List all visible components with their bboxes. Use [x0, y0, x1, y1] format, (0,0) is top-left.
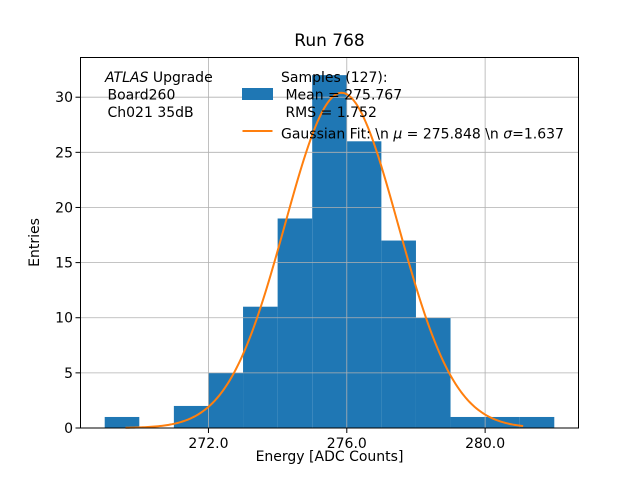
legend: Samples (127): Mean = 275.767 RMS = 1.75… [242, 70, 564, 143]
x-tick-label: 276.0 [327, 436, 367, 452]
legend-samples-title: Samples (127): [281, 70, 388, 86]
annotation-line-3: Ch021 35dB [108, 105, 194, 121]
legend-gaussian-fit-label: Gaussian Fit: \n μ = 275.848 \n σ=1.637 [281, 127, 564, 143]
mu-symbol: μ [392, 127, 402, 143]
corner-annotation: ATLAS Upgrade Board260 Ch021 35dB [104, 70, 213, 121]
histogram-bar [519, 416, 555, 428]
histogram-bar [346, 141, 382, 428]
legend-samples-mean: Mean = 275.767 [281, 88, 402, 104]
histogram-bar [312, 75, 347, 429]
grid-lines-layer [80, 57, 579, 428]
upgrade-text: Upgrade [148, 70, 212, 86]
histogram-bar [450, 416, 486, 428]
histogram-bar [173, 405, 209, 428]
y-tick-label: 30 [55, 90, 73, 106]
y-tick-label: 5 [64, 366, 73, 382]
y-tick-label: 15 [55, 256, 73, 272]
legend-fit-text-part: Gaussian Fit: \n [281, 127, 393, 143]
plot-border [80, 57, 579, 429]
tick-labels-layer: 272.0 276.0 280.0 0 5 10 15 20 25 30 [55, 90, 505, 452]
annotation-line-2: Board260 [108, 88, 176, 104]
y-tick-label: 10 [55, 311, 73, 327]
sigma-symbol: σ [503, 127, 513, 143]
y-axis-label: Entries [27, 218, 43, 267]
y-tick-label: 25 [55, 145, 73, 161]
chart-title: Run 768 [294, 31, 364, 51]
legend-fit-text-part: =1.637 [512, 127, 564, 143]
x-tick-label: 280.0 [465, 436, 505, 452]
histogram-bar [243, 306, 278, 428]
histogram-bar [104, 416, 140, 428]
annotation-line-1: ATLAS Upgrade [104, 70, 213, 86]
x-axis-label: Energy [ADC Counts] [256, 449, 404, 465]
gaussian-fit-curve-layer [125, 91, 524, 429]
histogram-bars-layer [104, 75, 555, 429]
x-tick-label: 272.0 [188, 436, 228, 452]
tick-marks-layer [75, 96, 486, 433]
y-tick-label: 0 [64, 421, 73, 437]
legend-samples-swatch [242, 88, 273, 100]
histogram-bar [277, 218, 313, 428]
legend-fit-text-part: = 275.848 \n [402, 127, 503, 143]
gaussian-fit-curve [125, 91, 524, 429]
y-tick-label: 20 [55, 200, 73, 216]
atlas-italic-text: ATLAS [104, 70, 148, 86]
axes-spines-layer [80, 57, 579, 429]
histogram-bar [381, 240, 416, 428]
legend-samples-rms: RMS = 1.752 [281, 105, 377, 121]
